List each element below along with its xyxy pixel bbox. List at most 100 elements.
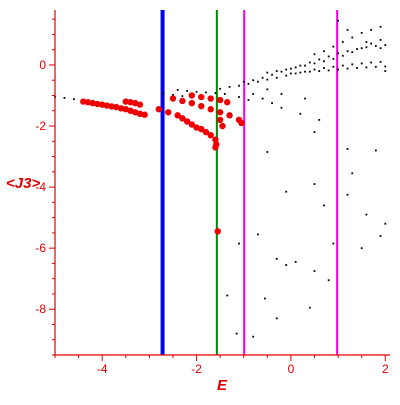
data-point (179, 115, 186, 122)
data-point (271, 73, 273, 76)
x-tick-label: 0 (288, 362, 295, 376)
data-point (266, 71, 269, 74)
data-point (341, 64, 344, 67)
data-point (365, 66, 368, 69)
data-point (207, 95, 214, 102)
data-point (280, 93, 283, 95)
data-point (304, 64, 306, 67)
data-point (384, 222, 387, 225)
data-point (183, 118, 191, 125)
data-point (181, 95, 184, 97)
data-point (266, 88, 269, 91)
data-point (346, 50, 349, 53)
data-point (374, 65, 377, 68)
data-point (256, 233, 259, 236)
data-point (162, 92, 165, 95)
data-point (332, 57, 335, 60)
x-tick-label: -4 (97, 362, 108, 376)
y-tick-label: -2 (35, 119, 46, 133)
data-point (346, 67, 349, 70)
data-point (264, 297, 266, 300)
data-point (108, 103, 115, 110)
data-point (141, 111, 148, 118)
x-tick-label: 2 (382, 362, 389, 376)
x-tick-label: -2 (191, 362, 202, 376)
data-point (280, 70, 283, 73)
data-point (216, 96, 224, 104)
data-point (202, 128, 210, 136)
data-point (323, 204, 325, 207)
data-point (308, 61, 311, 64)
data-point (356, 67, 358, 69)
y-tick-label: -8 (35, 302, 46, 316)
data-point (176, 89, 179, 91)
data-point (360, 247, 363, 250)
data-point (337, 19, 339, 22)
data-point (238, 242, 240, 245)
axes-layer: -4 -2 0 2 0 -2 -4 -6 -8 (35, 10, 390, 376)
points-layer (54, 19, 387, 338)
data-point (219, 87, 222, 90)
data-point (327, 55, 330, 58)
data-point (351, 172, 354, 175)
data-point (285, 264, 288, 266)
data-point (261, 76, 264, 79)
data-point (356, 48, 358, 50)
data-point (238, 119, 245, 127)
data-point (280, 106, 283, 109)
data-point (155, 106, 163, 113)
y-ticks: 0 -2 -4 -6 -8 (35, 18, 55, 356)
data-point (275, 317, 278, 320)
data-point (285, 74, 288, 77)
data-point (223, 93, 226, 95)
data-point (256, 80, 259, 83)
data-point (374, 45, 377, 47)
data-point (290, 72, 292, 75)
data-point (275, 76, 278, 79)
data-point (379, 61, 382, 63)
data-point (384, 65, 387, 68)
data-point (247, 82, 250, 85)
data-point (228, 86, 231, 88)
data-point (252, 335, 255, 338)
x-ticks: -4 -2 0 2 (54, 355, 389, 376)
data-point (72, 98, 75, 101)
data-point (323, 50, 325, 53)
data-point (327, 69, 330, 72)
data-point (238, 84, 240, 87)
data-point (313, 131, 316, 134)
data-point (188, 99, 196, 107)
data-point (323, 67, 325, 69)
data-point (80, 98, 87, 105)
data-point (384, 44, 387, 47)
data-point (332, 45, 335, 48)
data-point (198, 93, 205, 101)
data-point (242, 80, 245, 83)
data-point (205, 91, 207, 94)
data-point (318, 70, 321, 72)
data-point (360, 62, 363, 65)
data-point (290, 67, 292, 70)
data-point (304, 70, 306, 73)
data-point (346, 148, 349, 150)
data-point (226, 294, 229, 297)
data-point (207, 131, 214, 139)
data-point (337, 68, 339, 71)
data-point (313, 62, 316, 65)
data-point (275, 70, 278, 72)
data-point (224, 99, 231, 106)
data-point (285, 190, 288, 193)
data-point (299, 71, 302, 74)
data-point (313, 270, 316, 272)
data-point (318, 58, 321, 61)
data-point (341, 41, 344, 43)
data-point (179, 97, 186, 105)
data-point (174, 112, 181, 119)
data-point (294, 66, 297, 69)
data-point (370, 42, 373, 45)
data-point (313, 183, 316, 185)
data-point (261, 97, 264, 100)
data-point (195, 90, 198, 93)
